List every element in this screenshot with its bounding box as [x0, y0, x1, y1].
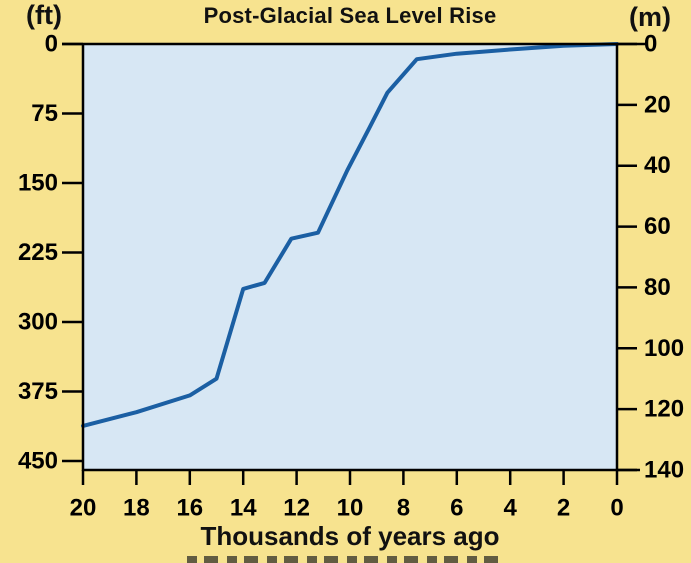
- left-tick-label: 300: [18, 309, 58, 336]
- left-tick-label: 225: [18, 239, 58, 266]
- chart-title: Post-Glacial Sea Level Rise: [203, 3, 497, 28]
- x-tick-label: 20: [70, 495, 97, 522]
- left-tick-label: 375: [18, 378, 58, 405]
- left-axis-unit-label: (ft): [26, 0, 62, 30]
- x-tick-label: 12: [283, 495, 310, 522]
- left-tick-label: 150: [18, 170, 58, 197]
- right-tick-label: 100: [644, 335, 684, 362]
- right-tick-label: 20: [644, 91, 671, 118]
- x-tick-label: 2: [557, 495, 570, 522]
- right-tick-label: 80: [644, 274, 671, 301]
- cropped-text-artifact: [187, 556, 505, 563]
- left-tick-label: 75: [31, 100, 58, 127]
- left-tick-label: 450: [18, 448, 58, 475]
- plot-area: [83, 44, 617, 470]
- x-tick-label: 4: [504, 495, 518, 522]
- x-tick-label: 14: [230, 495, 257, 522]
- right-tick-label: 40: [644, 152, 671, 179]
- x-tick-label: 18: [123, 495, 150, 522]
- x-axis-title: Thousands of years ago: [200, 521, 500, 551]
- right-axis-unit-label: (m): [629, 2, 671, 32]
- right-tick-label: 60: [644, 213, 671, 240]
- x-tick-label: 8: [397, 495, 410, 522]
- x-tick-label: 16: [176, 495, 203, 522]
- right-tick-label: 120: [644, 396, 684, 423]
- x-tick-label: 6: [450, 495, 463, 522]
- left-tick-label: 0: [45, 31, 58, 58]
- sea-level-curve: [81, 42, 619, 428]
- x-tick-label: 0: [610, 495, 623, 522]
- x-tick-label: 10: [337, 495, 364, 522]
- right-tick-label: 0: [644, 31, 657, 58]
- right-tick-label: 140: [644, 457, 684, 484]
